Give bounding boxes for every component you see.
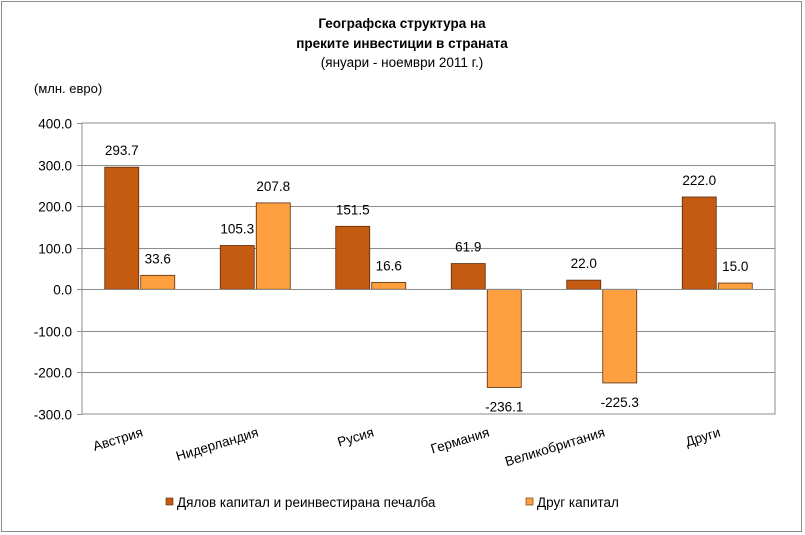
category-label: Други: [684, 425, 723, 450]
data-label: 15.0: [722, 259, 748, 274]
chart-subtitle: (януари - ноември 2011 г.): [321, 55, 483, 70]
bar-equity-5: [681, 196, 717, 290]
y-tick-label: 200.0: [38, 200, 72, 215]
y-tick-label: 400.0: [38, 117, 72, 132]
data-label: -225.3: [601, 395, 639, 410]
category-label: Русия: [336, 425, 376, 450]
legend-swatch: [525, 497, 534, 506]
data-label: 33.6: [145, 251, 171, 266]
legend-label: Друг капитал: [537, 495, 619, 510]
data-label: 207.8: [256, 179, 290, 194]
plot-border: [81, 122, 776, 415]
y-tick-label: 0.0: [53, 283, 72, 298]
data-label: 222.0: [682, 173, 716, 188]
bar-equity-4: [566, 279, 602, 290]
y-tick-label: 100.0: [38, 242, 72, 257]
bar-other-5: [717, 282, 753, 290]
data-label: 105.3: [220, 222, 254, 237]
bar-other-2: [371, 281, 407, 290]
category-label: Нидерландия: [174, 425, 260, 464]
bar-other-1: [255, 202, 291, 290]
bar-equity-0: [104, 166, 140, 290]
bar-equity-3: [450, 263, 486, 290]
bar-equity-1: [219, 245, 255, 290]
category-label: Великобритания: [503, 425, 607, 470]
chart-title-line-1: Географска структура на: [318, 16, 486, 31]
bar-other-3: [486, 288, 522, 388]
y-tick-label: 300.0: [38, 159, 72, 174]
data-label: 16.6: [376, 258, 402, 273]
category-label: Германия: [429, 425, 491, 457]
y-tick-label: -100.0: [34, 325, 72, 340]
chart-title-line-2: преките инвестиции в страната: [296, 36, 508, 51]
data-label: -236.1: [485, 399, 523, 414]
data-label: 151.5: [336, 202, 370, 217]
plot-area: 400.0 300.0 200.0 100.0 0.0 -100.0 -200.0 -300.…: [34, 117, 776, 470]
y-axis-unit-label: (млн. евро): [34, 81, 102, 96]
data-label: 61.9: [455, 240, 481, 255]
legend: Дялов капитал и реинвестирана печалба Дру…: [165, 495, 619, 510]
legend-swatch: [165, 497, 174, 506]
data-label: 22.0: [571, 256, 597, 271]
category-label: Австрия: [91, 425, 144, 454]
bar-other-4: [602, 288, 638, 384]
bar-equity-2: [335, 225, 371, 290]
chart-title-group: Географска структура на преките инвестиц…: [296, 16, 508, 70]
data-label: 293.7: [105, 143, 139, 158]
y-tick-label: -200.0: [34, 366, 72, 381]
legend-label: Дялов капитал и реинвестирана печалба: [177, 495, 436, 510]
y-tick-label: -300.0: [34, 408, 72, 423]
bar-other-0: [140, 274, 176, 290]
